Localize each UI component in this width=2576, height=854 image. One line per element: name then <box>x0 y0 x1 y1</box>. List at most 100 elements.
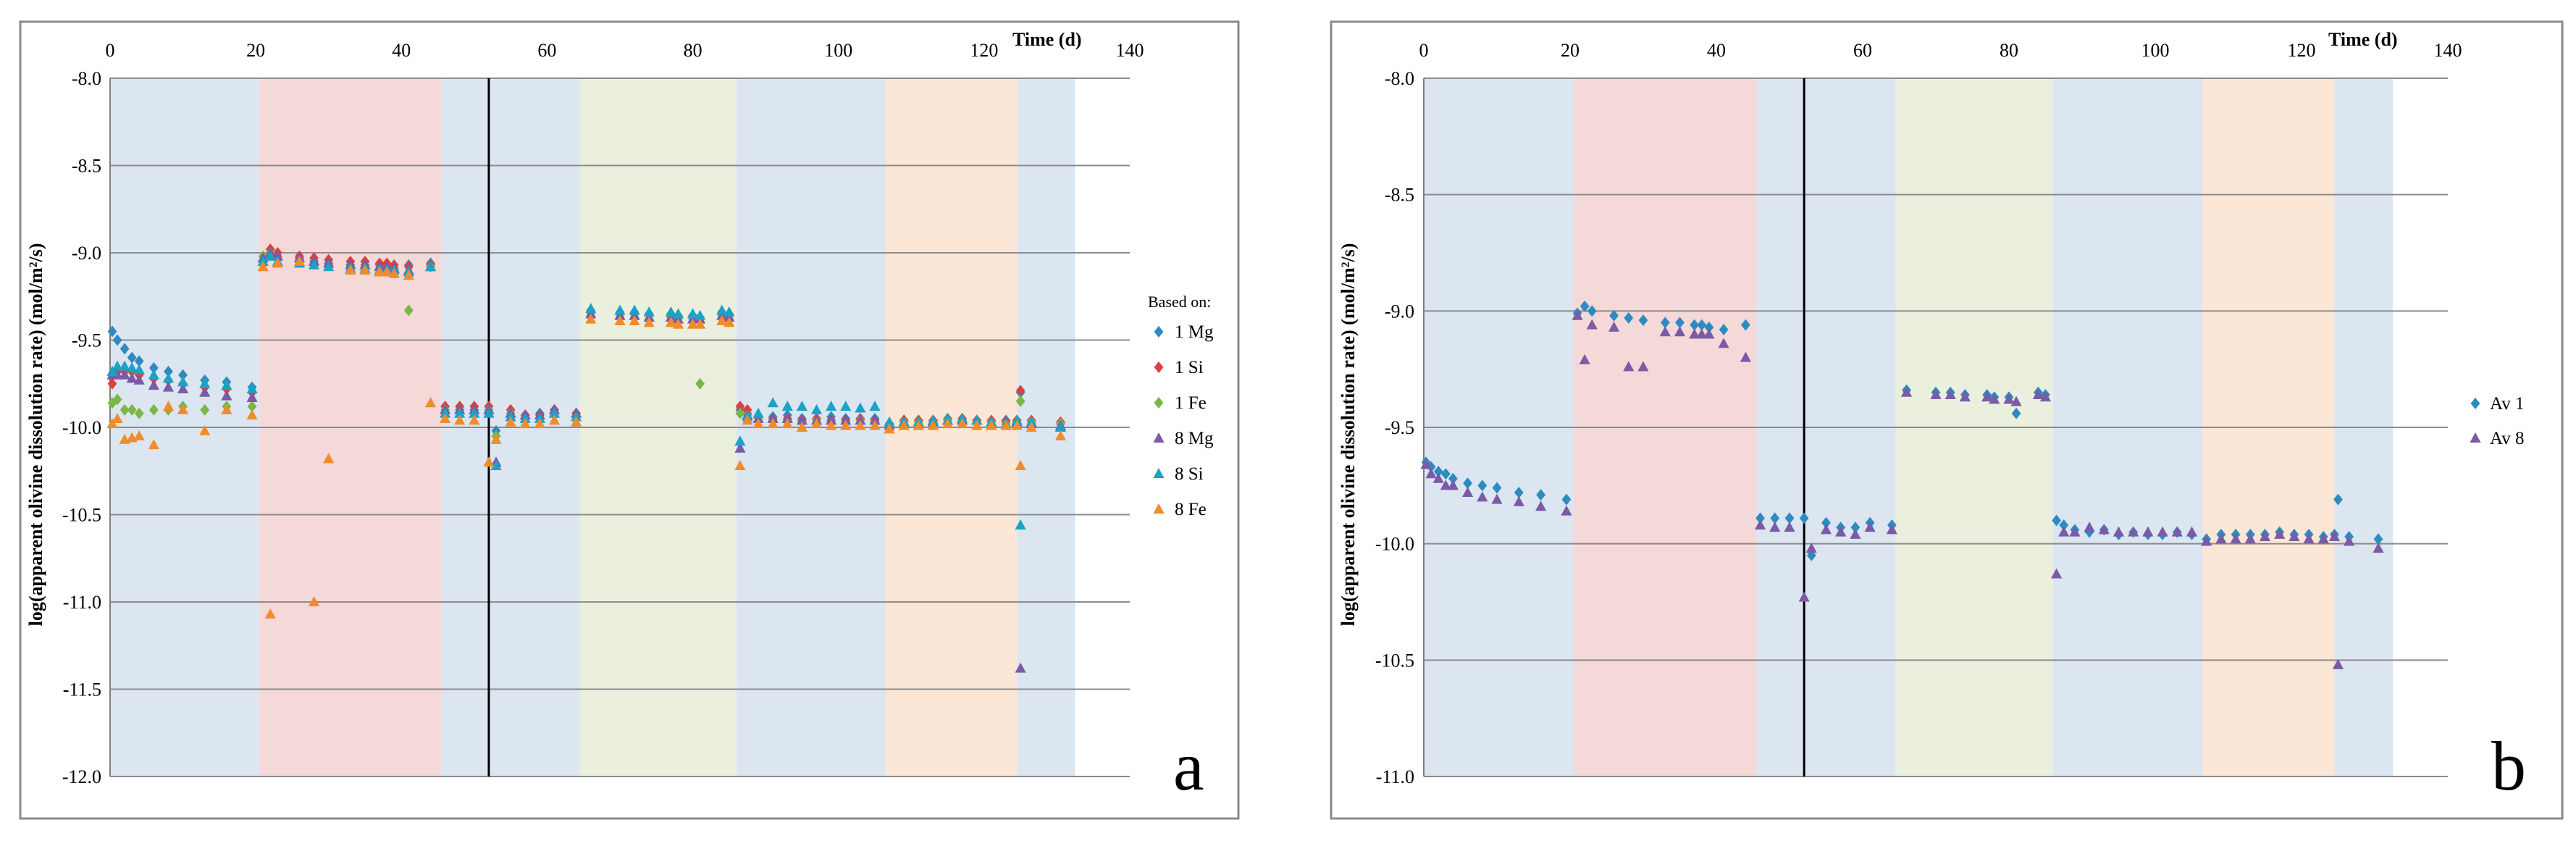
data-point <box>162 381 175 392</box>
data-point <box>1015 460 1026 471</box>
data-point <box>454 414 466 425</box>
data-point <box>1719 324 1729 336</box>
panel-a-legend-title: Based on: <box>1148 293 1211 311</box>
data-point <box>162 401 175 411</box>
data-point <box>723 317 735 327</box>
data-point <box>177 382 189 393</box>
data-point <box>519 418 531 429</box>
data-point <box>1440 480 1451 490</box>
data-point <box>2052 514 2062 527</box>
data-point <box>2201 535 2212 546</box>
data-point <box>796 414 808 425</box>
data-point <box>1637 361 1649 372</box>
data-point <box>695 309 706 320</box>
series-av-8 <box>1420 309 2384 669</box>
data-point <box>1448 472 1458 485</box>
data-point <box>1690 319 1700 331</box>
data-point <box>971 419 983 430</box>
data-point <box>424 397 437 408</box>
data-point <box>855 414 866 425</box>
data-point <box>505 416 516 427</box>
data-point <box>133 430 145 441</box>
legend-label: 8 Mg <box>1175 429 1214 448</box>
y-tick-label: -8.0 <box>72 68 101 89</box>
legend-label: 1 Fe <box>1175 393 1207 413</box>
data-point <box>323 261 335 272</box>
data-point <box>1886 524 1897 535</box>
y-tick-label: -9.5 <box>1385 417 1414 438</box>
data-point <box>927 414 939 425</box>
data-point <box>1579 300 1590 312</box>
data-point <box>1536 489 1545 501</box>
data-point <box>127 351 137 364</box>
legend-label: 1 Si <box>1175 358 1204 377</box>
data-point <box>1609 309 1619 322</box>
data-point <box>1426 461 1436 473</box>
data-point <box>2333 493 2343 506</box>
data-point <box>898 419 910 430</box>
data-point <box>941 418 954 429</box>
data-point <box>687 318 699 329</box>
data-point <box>162 372 175 383</box>
data-point <box>1799 512 1809 524</box>
data-point <box>826 419 837 430</box>
data-point <box>752 412 764 423</box>
data-point <box>264 608 276 619</box>
data-point <box>2328 531 2341 542</box>
data-point <box>672 313 684 324</box>
y-tick-label: -12.0 <box>62 766 101 787</box>
data-point <box>840 401 852 411</box>
panel-a-x-ticks: 0 20 40 60 80 100 120 140 <box>106 40 1144 61</box>
panel-b-y-ticks: -8.0 -8.5 -9.0 -9.5 -10.0 -10.5 -11.0 <box>1375 68 1414 787</box>
data-point <box>534 418 545 429</box>
data-point <box>723 311 735 322</box>
data-point <box>869 419 881 430</box>
legend-marker <box>2470 432 2481 443</box>
data-point <box>106 418 118 429</box>
data-point <box>1769 522 1781 532</box>
data-point <box>119 343 130 355</box>
data-point <box>571 411 582 422</box>
data-point <box>716 309 728 320</box>
data-point <box>1696 328 1708 339</box>
data-point <box>1011 419 1023 430</box>
data-point <box>767 397 779 408</box>
data-point <box>2230 533 2241 544</box>
data-point <box>1674 326 1686 337</box>
data-point <box>2274 528 2286 539</box>
data-point <box>614 314 626 325</box>
data-point <box>1514 486 1524 498</box>
panel-a-y-ticks: -8.0 -8.5 -9.0 -9.5 -10.0 -10.5 -11.0 -11.5 -12.… <box>62 68 101 787</box>
data-point <box>440 407 451 418</box>
panel-a-label: a <box>1173 727 1204 805</box>
data-point <box>1492 482 1502 494</box>
data-point <box>264 250 276 261</box>
data-point <box>1579 353 1590 364</box>
data-point <box>381 266 393 277</box>
x-tick-label: 40 <box>392 40 411 61</box>
x-tick-label: 20 <box>1561 40 1579 61</box>
data-point <box>323 453 335 464</box>
data-point <box>1015 519 1026 529</box>
data-point <box>1608 321 1620 332</box>
data-point <box>1755 512 1765 524</box>
data-point <box>735 401 745 413</box>
panel-b: -8.0 -8.5 -9.0 -9.5 -10.0 -10.5 -11.0 0 20 40 60 8… <box>1330 20 2564 820</box>
data-point <box>1477 491 1488 502</box>
data-point <box>1587 305 1597 317</box>
data-point <box>810 403 823 414</box>
data-point <box>1561 505 1572 516</box>
data-point <box>1000 419 1012 430</box>
data-point <box>1623 361 1635 372</box>
y-tick-label: -8.5 <box>1385 185 1414 206</box>
data-point <box>695 318 706 329</box>
data-point <box>403 269 414 280</box>
data-point <box>629 304 640 315</box>
data-point <box>112 412 123 423</box>
data-point <box>534 412 545 423</box>
data-point <box>424 261 437 272</box>
data-point <box>1989 393 2000 404</box>
data-point <box>1798 591 1810 602</box>
data-point <box>826 401 837 411</box>
data-point <box>119 360 130 371</box>
